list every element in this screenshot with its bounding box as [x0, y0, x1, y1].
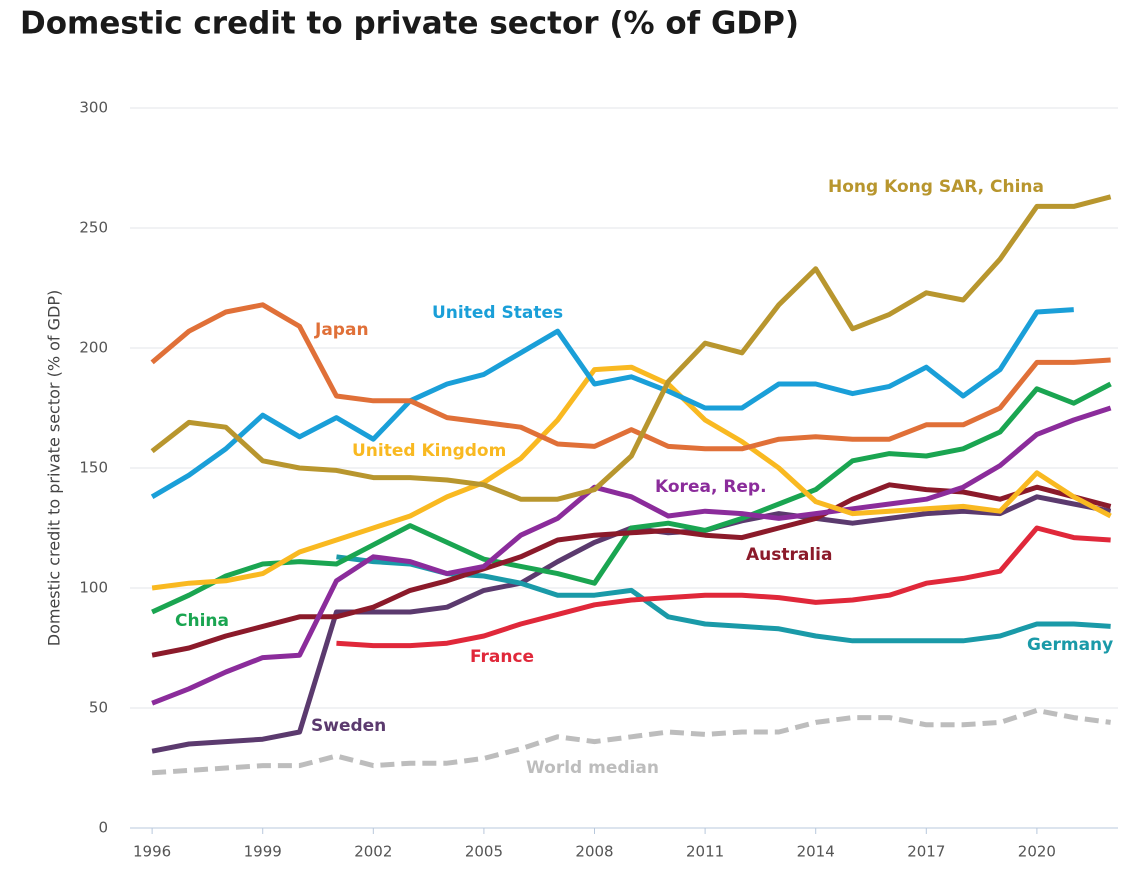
- series-line: [151, 405, 1112, 706]
- series-line: [336, 554, 1111, 644]
- series-label: Japan: [314, 320, 369, 340]
- series-line: [151, 381, 1112, 615]
- series-label: World median: [526, 758, 659, 778]
- series-label: Germany: [1027, 635, 1113, 655]
- series-label: Sweden: [311, 716, 386, 736]
- y-tick-label: 50: [89, 699, 108, 717]
- x-tick-label: 2005: [465, 843, 503, 861]
- x-tick-label: 2011: [686, 843, 724, 861]
- series-label: Australia: [746, 545, 833, 565]
- x-tick-label: 2017: [907, 843, 945, 861]
- y-tick-label: 0: [98, 819, 108, 837]
- series-label: France: [470, 647, 534, 667]
- y-tick-label: 300: [79, 99, 108, 117]
- series-line: [150, 194, 1112, 502]
- x-tick-label: 2002: [354, 843, 392, 861]
- series-line: [151, 364, 1112, 591]
- series-label: China: [175, 611, 229, 631]
- y-tick-label: 200: [79, 339, 108, 357]
- series-line: [150, 302, 1111, 452]
- y-axis-label: Domestic credit to private sector (% of …: [45, 290, 64, 646]
- y-tick-label: 250: [79, 219, 108, 237]
- series-line: [150, 307, 1074, 499]
- series-label: Korea, Rep.: [655, 477, 767, 497]
- series-label: Hong Kong SAR, China: [828, 177, 1044, 197]
- x-tick-label: 1996: [133, 843, 171, 861]
- series-line: [151, 707, 1111, 776]
- x-tick-label: 2008: [575, 843, 613, 861]
- series-label: United States: [432, 303, 563, 323]
- series-label: United Kingdom: [352, 441, 506, 461]
- y-tick-label: 150: [79, 459, 108, 477]
- x-tick-label: 2014: [797, 843, 835, 861]
- x-tick-label: 1999: [244, 843, 282, 861]
- series-line: [336, 525, 1111, 649]
- y-tick-label: 100: [79, 579, 108, 597]
- x-tick-label: 2020: [1018, 843, 1056, 861]
- chart-title: Domestic credit to private sector (% of …: [20, 6, 799, 42]
